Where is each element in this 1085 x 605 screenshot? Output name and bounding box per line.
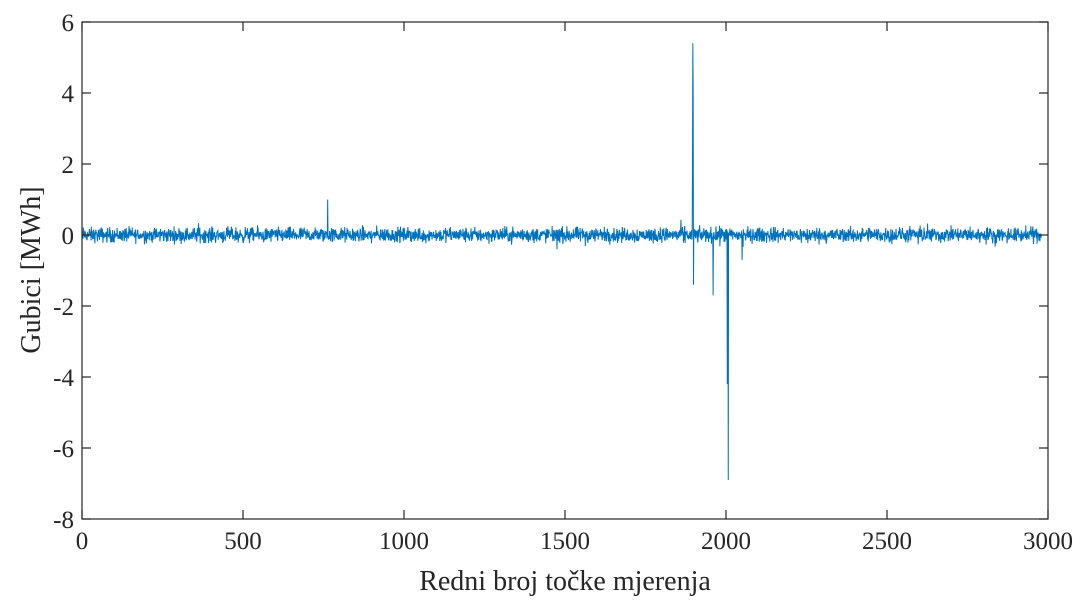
y-tick-label: 2	[62, 152, 75, 179]
x-tick-label: 1500	[540, 528, 590, 555]
y-tick-label: -8	[53, 507, 74, 534]
x-axis-label: Redni broj točke mjerenja	[419, 566, 711, 597]
y-tick-label: -2	[53, 294, 74, 321]
x-tick-label: 0	[76, 528, 89, 555]
ticks-layer: 0 500 1000 1500 2000 2500 3000 -8 -6 -4 -2 0 2 4 6	[53, 10, 1073, 555]
y-tick-label: -6	[53, 436, 74, 463]
x-tick-label: 2500	[862, 528, 912, 555]
y-tick-label: 0	[62, 223, 75, 250]
x-tick-label: 1000	[379, 528, 429, 555]
plot-frame	[81, 21, 1049, 520]
x-tick-label: 500	[224, 528, 262, 555]
x-tick-label: 3000	[1023, 528, 1073, 555]
y-tick-label: 4	[62, 81, 75, 108]
series-line	[81, 43, 1042, 480]
x-tick-label: 2000	[701, 528, 751, 555]
series-layer	[81, 43, 1042, 480]
y-tick-label: -4	[53, 365, 74, 392]
y-tick-label: 6	[62, 10, 75, 37]
y-axis-label: Gubici [MWh]	[16, 186, 47, 353]
